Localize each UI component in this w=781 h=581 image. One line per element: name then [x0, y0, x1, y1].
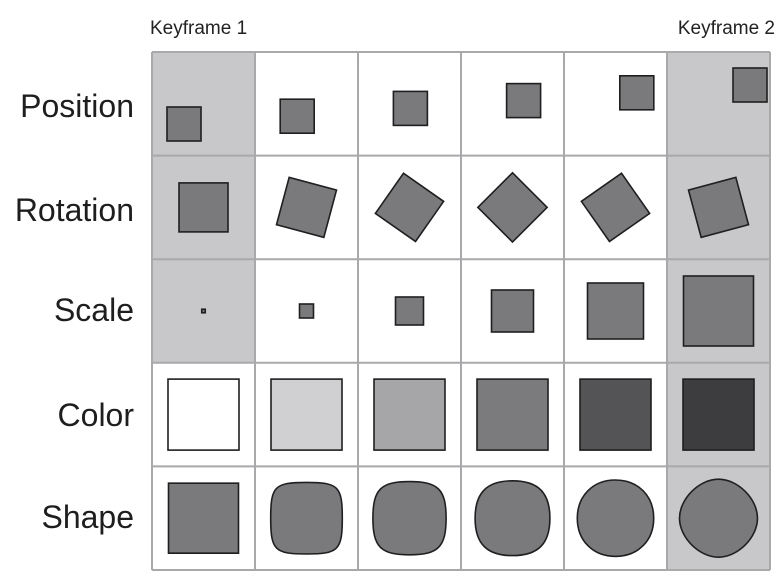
row-label-color: Color [57, 397, 134, 433]
rotation-square-step-5 [580, 172, 651, 243]
rotation-square-step-6 [687, 176, 750, 239]
rotation-square-step-3 [374, 172, 445, 243]
row-label-shape: Shape [41, 499, 134, 535]
rotation-square-step-4 [476, 171, 549, 244]
shape-morph-step-2 [269, 481, 344, 555]
row-label-scale: Scale [53, 292, 134, 328]
color-square-step-1 [167, 378, 240, 451]
color-square-step-4 [476, 378, 549, 451]
scale-square-step-5 [586, 282, 645, 340]
color-square-step-3 [373, 378, 446, 451]
scale-square-step-4 [490, 289, 535, 333]
position-square-step-5 [618, 75, 655, 111]
position-square-step-6 [732, 67, 768, 103]
color-square-step-2 [270, 378, 343, 451]
keyframe-2-label: Keyframe 2 [677, 18, 775, 39]
scale-square-step-6 [682, 275, 755, 347]
shape-morph-step-5 [576, 479, 655, 558]
position-square-step-3 [392, 90, 429, 127]
position-square-step-4 [505, 82, 542, 119]
row-label-position: Position [20, 88, 134, 124]
scale-square-step-2 [298, 303, 315, 319]
color-square-step-6 [682, 378, 755, 451]
color-square-step-5 [579, 378, 652, 451]
position-square-step-1 [166, 106, 202, 142]
scale-square-step-1 [200, 308, 207, 314]
shape-morph-step-1 [167, 482, 240, 554]
rotation-square-step-2 [275, 176, 338, 239]
keyframe-1-label: Keyframe 1 [150, 18, 248, 39]
rotation-square-step-1 [178, 182, 229, 233]
scale-square-step-3 [394, 296, 425, 326]
position-square-step-2 [279, 98, 316, 134]
shape-morph-step-6 [678, 478, 759, 559]
shape-morph-step-4 [474, 479, 551, 557]
shape-morph-step-3 [372, 480, 447, 556]
row-label-rotation: Rotation [14, 192, 134, 228]
